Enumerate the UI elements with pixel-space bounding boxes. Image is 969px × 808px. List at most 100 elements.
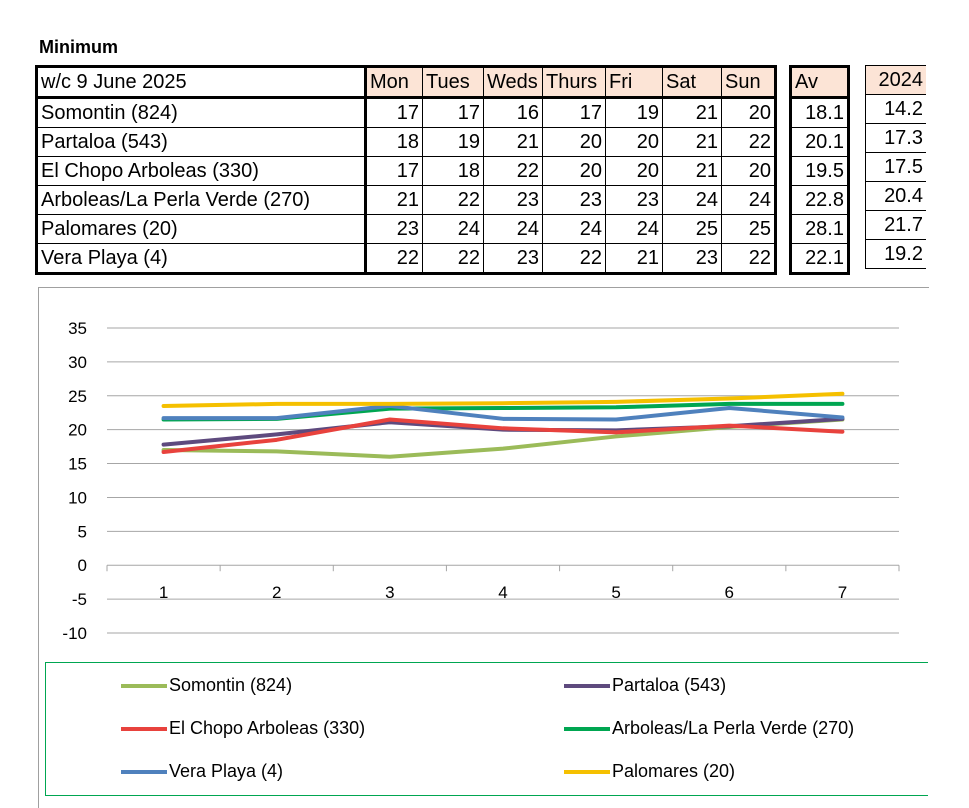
legend-swatch (121, 683, 167, 688)
prev-year-cell: 14.2 (865, 94, 926, 124)
temperature-cell: 18 (422, 156, 484, 186)
location-name: Arboleas/La Perla Verde (270) (36, 185, 367, 215)
series-line-5 (161, 391, 845, 408)
legend-label: Arboleas/La Perla Verde (270) (612, 718, 855, 738)
y-tick-label: 35 (68, 319, 87, 338)
location-name: Vera Playa (4) (36, 243, 367, 274)
temperature-cell: 22 (721, 243, 776, 274)
minimum-temperature-table: w/c 9 June 2025 Mon Tues Weds Thurs Fri … (35, 65, 777, 275)
average-cell: 22.8 (790, 185, 849, 215)
day-header-sun: Sun (721, 66, 776, 99)
temperature-cell: 22 (483, 156, 543, 186)
temperature-cell: 22 (422, 243, 484, 274)
location-name: Palomares (20) (36, 214, 367, 244)
table-row: Palomares (20) 23 24 24 24 24 25 25 (36, 214, 776, 244)
y-tick-label: -10 (62, 624, 87, 643)
temperature-cell: 18 (365, 127, 423, 157)
temperature-cell: 21 (662, 127, 722, 157)
x-tick-label: 1 (159, 583, 168, 602)
temperature-cell: 25 (662, 214, 722, 244)
average-cell: 18.1 (790, 97, 849, 128)
day-header-thurs: Thurs (542, 66, 606, 99)
temperature-cell: 20 (605, 156, 663, 186)
legend-item: Vera Playa (4) (121, 761, 283, 782)
temperature-cell: 22 (721, 127, 776, 157)
location-name: Partaloa (543) (36, 127, 367, 157)
temperature-cell: 23 (365, 214, 423, 244)
day-header-mon: Mon (365, 66, 423, 99)
temperature-cell: 24 (422, 214, 484, 244)
legend-label: Vera Playa (4) (169, 761, 284, 781)
table-row: Partaloa (543) 18 19 21 20 20 21 22 (36, 127, 776, 157)
day-header-weds: Weds (483, 66, 543, 99)
legend-label: Somontin (824) (169, 675, 293, 695)
temperature-cell: 19 (605, 97, 663, 128)
y-tick-label: -5 (72, 590, 87, 609)
temperature-cell: 17 (422, 97, 484, 128)
temperature-cell: 17 (365, 156, 423, 186)
legend-label: Partaloa (543) (612, 675, 727, 695)
temperature-cell: 20 (542, 156, 606, 186)
temperature-cell: 17 (365, 97, 423, 128)
temperature-cell: 22 (542, 243, 606, 274)
prev-year-cell: 21.7 (865, 210, 926, 240)
prev-year-cell: 17.3 (865, 123, 926, 153)
table-row: El Chopo Arboleas (330) 17 18 22 20 20 21 20 (36, 156, 776, 186)
series-line-2 (161, 417, 845, 455)
temperature-cell: 20 (605, 127, 663, 157)
temperature-cell: 22 (422, 185, 484, 215)
x-tick-label: 7 (838, 583, 847, 602)
chart-area: 35 30 25 20 15 10 5 0 -5 -10 1 2 3 4 5 6 7 (38, 287, 929, 808)
average-cell: 20.1 (790, 127, 849, 157)
temperature-cell: 23 (605, 185, 663, 215)
chart-legend: Somontin (824) Partaloa (543) El Chopo Arb… (45, 662, 928, 796)
temperature-cell: 23 (542, 185, 606, 215)
y-tick-label: 15 (68, 455, 87, 474)
average-cell: 19.5 (790, 156, 849, 186)
location-name: Somontin (824) (36, 97, 367, 128)
x-tick-label: 4 (498, 583, 507, 602)
y-tick-label: 25 (68, 387, 87, 406)
legend-item: Palomares (20) (564, 761, 735, 782)
legend-swatch (121, 769, 167, 774)
day-header-fri: Fri (605, 66, 663, 99)
legend-item: Somontin (824) (121, 675, 292, 696)
temperature-cell: 21 (483, 127, 543, 157)
temperature-cell: 20 (542, 127, 606, 157)
average-cell: 22.1 (790, 243, 849, 274)
legend-swatch (564, 683, 610, 688)
temperature-cell: 24 (483, 214, 543, 244)
prev-year-cell: 17.5 (865, 152, 926, 182)
temperature-cell: 22 (365, 243, 423, 274)
temperature-cell: 23 (662, 243, 722, 274)
temperature-cell: 24 (542, 214, 606, 244)
temperature-cell: 17 (542, 97, 606, 128)
chart-title: Minimum (39, 37, 118, 57)
y-tick-label: 10 (68, 488, 87, 507)
prev-year-header: 2024 (865, 65, 926, 95)
x-tick-label: 2 (272, 583, 281, 602)
temperature-cell: 16 (483, 97, 543, 128)
temperature-cell: 19 (422, 127, 484, 157)
day-header-sat: Sat (662, 66, 722, 99)
y-tick-label: 30 (68, 353, 87, 372)
legend-item: Partaloa (543) (564, 675, 726, 696)
prev-year-cell: 19.2 (865, 239, 926, 269)
temperature-cell: 21 (662, 156, 722, 186)
table-row: Vera Playa (4) 22 22 23 22 21 23 22 (36, 243, 776, 274)
legend-swatch (121, 726, 167, 731)
legend-swatch (564, 726, 610, 731)
temperature-cell: 20 (721, 156, 776, 186)
day-header-tues: Tues (422, 66, 484, 99)
temperature-cell: 23 (483, 185, 543, 215)
prev-year-cell: 20.4 (865, 181, 926, 211)
temperature-cell: 25 (721, 214, 776, 244)
average-table: Av 18.1 20.1 19.5 22.8 28.1 22.1 (789, 65, 850, 275)
average-cell: 28.1 (790, 214, 849, 244)
x-tick-label: 3 (385, 583, 394, 602)
table-header-row: w/c 9 June 2025 Mon Tues Weds Thurs Fri … (36, 66, 776, 99)
week-label: w/c 9 June 2025 (36, 66, 367, 99)
temperature-cell: 23 (483, 243, 543, 274)
legend-label: El Chopo Arboleas (330) (169, 718, 366, 738)
previous-year-table: 2024 14.2 17.3 17.5 20.4 21.7 19.2 (865, 65, 926, 269)
